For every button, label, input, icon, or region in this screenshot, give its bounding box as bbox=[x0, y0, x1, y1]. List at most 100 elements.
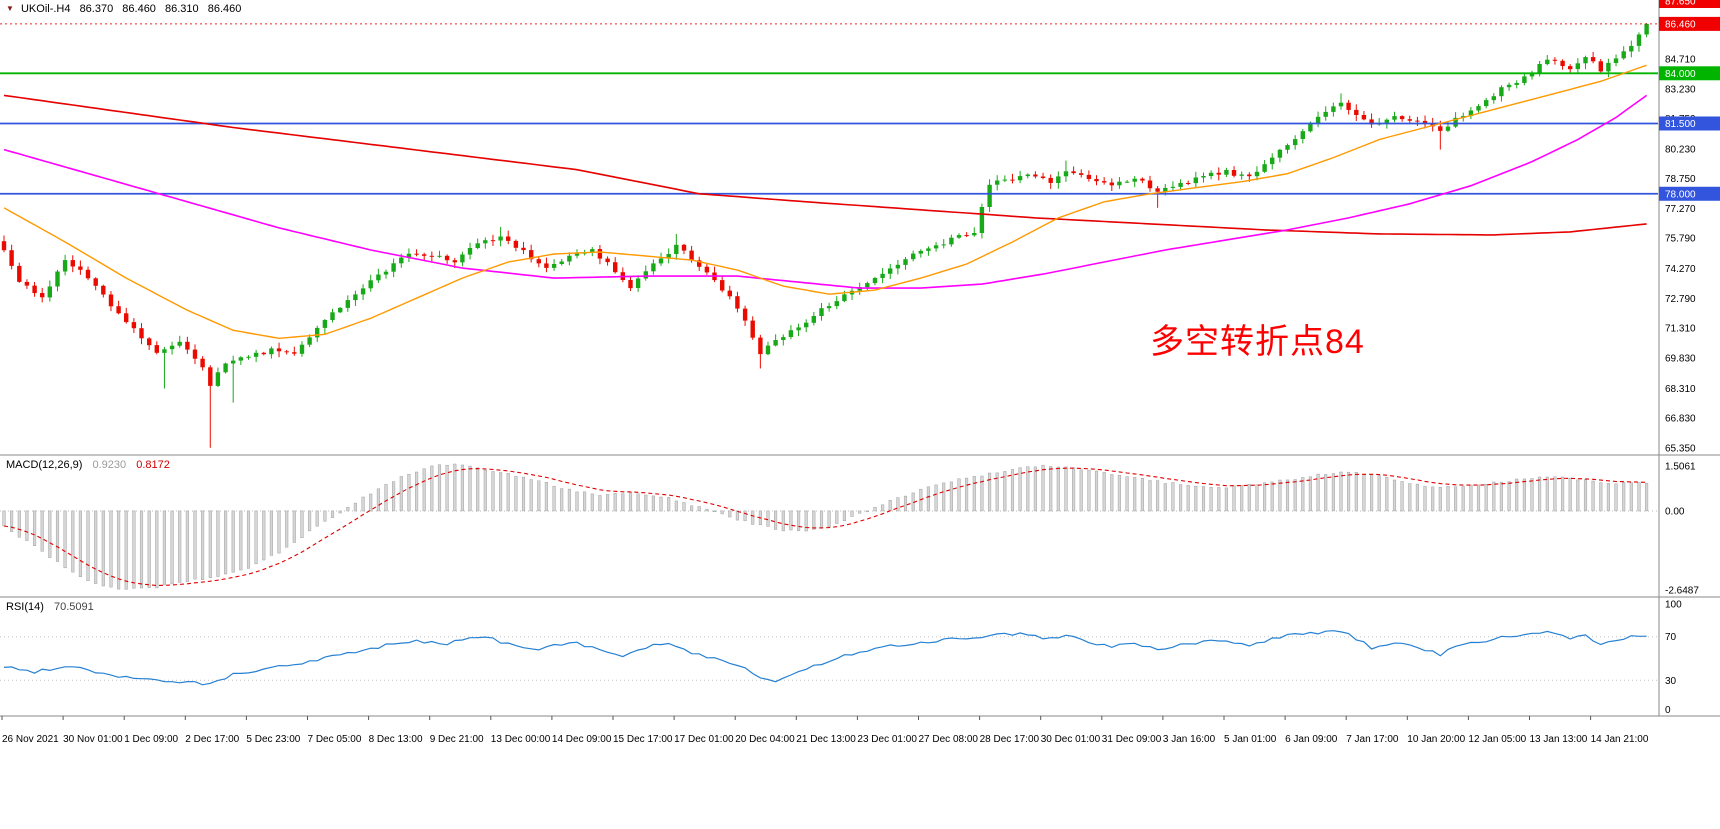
candle-body bbox=[353, 294, 358, 301]
candle-body bbox=[498, 236, 503, 241]
candle-body bbox=[1048, 177, 1053, 183]
horizontal-lines-layer[interactable] bbox=[0, 72, 1658, 195]
macd-bar bbox=[132, 510, 136, 589]
macd-bar bbox=[1049, 466, 1053, 512]
macd-bar bbox=[797, 510, 801, 532]
candle-body bbox=[131, 322, 137, 329]
macd-bar bbox=[300, 510, 304, 538]
macd-bar bbox=[468, 465, 472, 512]
time-label: 3 Jan 16:00 bbox=[1163, 734, 1216, 745]
candle-body bbox=[269, 348, 274, 355]
candle-body bbox=[903, 259, 908, 265]
macd-bar bbox=[384, 484, 388, 512]
candle-body bbox=[506, 236, 511, 241]
macd-bar bbox=[460, 464, 464, 512]
macd-bar bbox=[881, 504, 885, 512]
candle-body bbox=[1, 241, 7, 251]
time-label: 5 Dec 23:00 bbox=[246, 734, 300, 745]
candle-body bbox=[1537, 64, 1542, 73]
candle-body bbox=[597, 249, 603, 259]
candle-body bbox=[208, 367, 213, 386]
macd-bar bbox=[1110, 474, 1114, 512]
candle-body bbox=[1644, 23, 1649, 35]
candle-body bbox=[1102, 181, 1107, 183]
macd-bar bbox=[926, 486, 930, 512]
candle-body bbox=[1254, 171, 1260, 177]
time-label: 10 Jan 20:00 bbox=[1407, 734, 1465, 745]
macd-bar bbox=[1064, 466, 1068, 512]
candle-body bbox=[1598, 61, 1603, 72]
macd-bar bbox=[1507, 481, 1511, 512]
macd-bar bbox=[407, 473, 411, 512]
macd-bar bbox=[1125, 476, 1129, 512]
candle-body bbox=[559, 261, 564, 264]
macd-bar bbox=[1186, 485, 1190, 512]
candle-body bbox=[1056, 176, 1061, 183]
candle-body bbox=[1293, 139, 1298, 146]
price-tick-label: 78.750 bbox=[1665, 174, 1696, 185]
candle-body bbox=[857, 287, 862, 291]
candle-body bbox=[1002, 179, 1007, 181]
moving-averages-layer bbox=[3, 64, 1648, 340]
candle-body bbox=[292, 352, 297, 354]
candle-body bbox=[781, 337, 786, 340]
candle-body bbox=[521, 247, 526, 251]
macd-bar bbox=[766, 510, 770, 527]
macd-bar bbox=[858, 510, 862, 514]
candle-body bbox=[918, 250, 923, 254]
time-label: 15 Dec 17:00 bbox=[613, 734, 673, 745]
macd-bar bbox=[1224, 487, 1228, 512]
time-label: 7 Dec 05:00 bbox=[308, 734, 362, 745]
candle-body bbox=[1491, 96, 1496, 101]
macd-bar bbox=[1072, 467, 1076, 512]
candle-body bbox=[551, 264, 557, 268]
candle-body bbox=[1239, 174, 1244, 176]
candle-body bbox=[1277, 149, 1283, 158]
macd-bar bbox=[1377, 475, 1381, 512]
macd-bar bbox=[1446, 486, 1450, 512]
macd-bar bbox=[422, 468, 426, 512]
macd-bar bbox=[712, 510, 717, 512]
candle-body bbox=[834, 301, 839, 307]
candle-body bbox=[1117, 181, 1122, 186]
macd-bar bbox=[162, 510, 166, 585]
candle-body bbox=[750, 320, 755, 338]
candle-body bbox=[162, 349, 167, 353]
symbol-collapse-icon[interactable]: ▼ bbox=[6, 4, 14, 13]
time-axis: 26 Nov 2021 30 Nov 01:00 1 Dec 09:00 2 Dec … bbox=[1, 716, 1649, 745]
macd-bar bbox=[124, 510, 128, 590]
macd-bar bbox=[308, 510, 312, 532]
macd-bar bbox=[94, 510, 98, 584]
candle-body bbox=[574, 252, 580, 256]
macd-main-value: 0.9230 bbox=[92, 459, 127, 471]
macd-bar bbox=[903, 495, 908, 512]
macd-bar bbox=[621, 493, 625, 512]
candle-body bbox=[651, 263, 656, 272]
ohlc-low: 86.310 bbox=[165, 3, 199, 15]
macd-bar bbox=[330, 510, 335, 518]
candle-body bbox=[1552, 59, 1558, 61]
candle-body bbox=[231, 360, 236, 364]
price-badge-86.460: 86.460 bbox=[1659, 16, 1720, 31]
macd-bar bbox=[399, 476, 403, 512]
candle-body bbox=[773, 340, 778, 346]
macd-bar bbox=[231, 510, 235, 573]
macd-bar bbox=[1362, 473, 1366, 512]
candle-body bbox=[1484, 100, 1489, 107]
candle-body bbox=[895, 264, 901, 269]
macd-bar bbox=[988, 472, 992, 512]
macd-bar bbox=[1522, 478, 1526, 512]
candle-body bbox=[1621, 51, 1626, 59]
candle-body bbox=[1247, 174, 1252, 177]
candle-body bbox=[78, 266, 83, 270]
price-axis: 84.71083.23081.75080.23078.75077.27075.7… bbox=[1658, 0, 1699, 716]
candle-body bbox=[1079, 173, 1084, 175]
macd-bar bbox=[514, 476, 518, 512]
candle-body bbox=[429, 255, 434, 257]
candle-body bbox=[62, 260, 68, 272]
time-label: 8 Dec 13:00 bbox=[369, 734, 423, 745]
macd-histogram bbox=[2, 463, 1649, 590]
macd-bar bbox=[1117, 474, 1121, 512]
candle-body bbox=[414, 253, 419, 255]
